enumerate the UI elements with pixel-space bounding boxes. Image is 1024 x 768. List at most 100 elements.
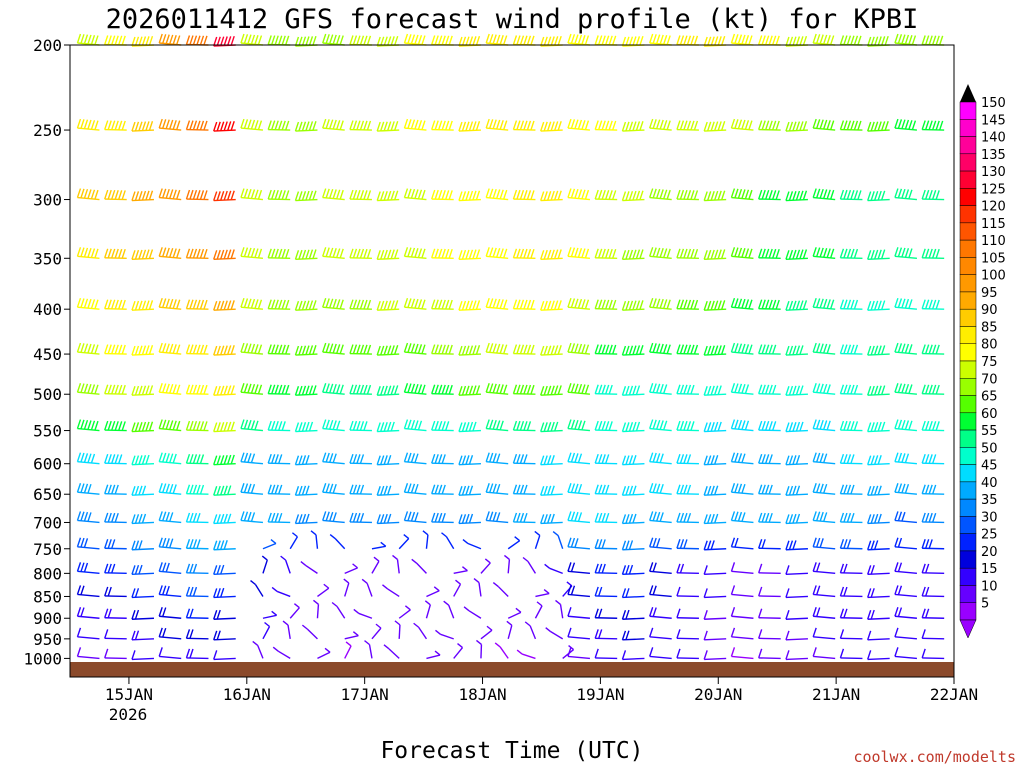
wind-barb [262, 610, 278, 619]
wind-barb [485, 33, 509, 46]
ground-band [70, 662, 954, 677]
wind-barb [131, 421, 154, 433]
wind-barb [458, 121, 481, 132]
wind-barb [621, 609, 645, 620]
y-tick-label: 1000 [23, 649, 62, 668]
wind-barb [703, 455, 727, 466]
wind-barb [267, 189, 291, 201]
wind-barb [250, 580, 264, 597]
wind-barb [512, 248, 536, 259]
wind-barb [458, 345, 481, 356]
wind-barb [376, 121, 400, 132]
wind-barb [894, 342, 917, 355]
wind-barb [104, 586, 127, 598]
wind-barb [131, 564, 154, 576]
wind-barb [322, 342, 345, 355]
wind-barb [921, 648, 945, 660]
wind-barb [376, 385, 400, 396]
wind-barb [785, 513, 808, 525]
wind-barb [812, 627, 836, 640]
wind-barb [361, 578, 373, 597]
wind-barb [426, 586, 440, 598]
colorbar-label: 55 [981, 424, 998, 439]
wind-barb [131, 385, 154, 396]
wind-barb [267, 248, 291, 259]
wind-barb [267, 453, 291, 465]
wind-barb [512, 120, 536, 131]
wind-barb [703, 421, 727, 433]
wind-barb [267, 420, 291, 432]
colorbar-swatch [959, 533, 977, 552]
wind-barb [240, 511, 264, 524]
wind-barb [730, 342, 754, 355]
wind-barb [621, 300, 645, 311]
wind-barb [812, 247, 836, 259]
wind-barb [382, 584, 400, 598]
wind-barb [158, 607, 182, 619]
wind-barb [621, 345, 645, 356]
wind-barb [158, 383, 182, 395]
wind-barb [240, 342, 264, 355]
wind-barb [403, 342, 427, 355]
wind-barb [921, 539, 945, 550]
wind-barb [512, 420, 536, 432]
wind-barb [371, 556, 380, 574]
wind-barb [185, 629, 209, 640]
wind-barb [535, 589, 550, 598]
wind-barb [317, 647, 331, 660]
wind-barb [104, 539, 127, 550]
wind-barb [921, 420, 945, 432]
wind-barb [839, 35, 863, 46]
wind-barb [567, 383, 591, 395]
wind-barb [403, 33, 427, 46]
wind-barb [676, 539, 699, 550]
wind-barb [785, 540, 808, 551]
wind-barb [480, 558, 491, 574]
wind-barb [104, 648, 127, 660]
wind-barb [867, 300, 890, 311]
wind-barb [104, 608, 127, 619]
wind-barb [594, 120, 618, 131]
wind-barb [131, 121, 154, 132]
wind-barb [76, 452, 100, 465]
wind-barb [894, 627, 917, 640]
wind-barb [349, 384, 372, 395]
wind-barb [485, 419, 509, 432]
wind-barb [594, 484, 618, 495]
plot-frame [69, 44, 955, 678]
colorbar-swatch [959, 170, 977, 189]
wind-barb [104, 344, 127, 355]
wind-barb [921, 384, 945, 395]
wind-barb [785, 650, 808, 661]
wind-barb [534, 530, 541, 549]
wind-barb [730, 383, 754, 395]
wind-barb [371, 541, 387, 550]
colorbar-swatch [959, 205, 977, 224]
wind-barb [512, 453, 536, 465]
wind-barb [185, 539, 209, 550]
wind-barb [431, 453, 454, 465]
x-tick-label: 17JAN [341, 685, 389, 704]
wind-barb [676, 512, 699, 524]
wind-barb [785, 565, 808, 576]
wind-barb [507, 536, 521, 550]
wind-barb [649, 188, 672, 201]
colorbar-arrow-top [960, 84, 976, 102]
colorbar-label: 85 [981, 320, 998, 335]
wind-barb [839, 420, 863, 432]
wind-barb [76, 247, 100, 259]
wind-barb [213, 345, 236, 356]
wind-barb [594, 299, 618, 310]
wind-barb [353, 608, 373, 619]
wind-barb [131, 249, 154, 260]
wind-barb [376, 513, 400, 525]
wind-barb [839, 248, 863, 259]
wind-barb [785, 385, 808, 396]
wind-barb [213, 485, 236, 496]
wind-barb [213, 454, 236, 466]
wind-barb [294, 190, 318, 202]
wind-barb [921, 248, 945, 259]
wind-barb [894, 419, 917, 432]
wind-barb [322, 419, 345, 432]
wind-barb [758, 539, 781, 550]
